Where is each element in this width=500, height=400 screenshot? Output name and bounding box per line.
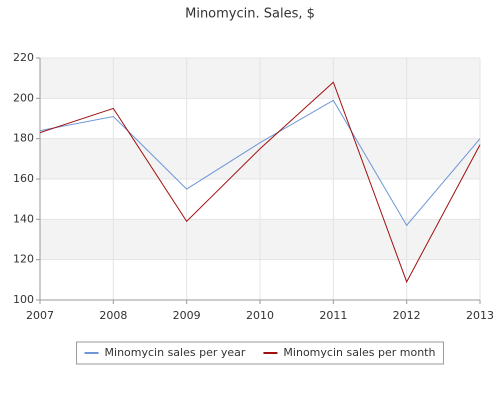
x-tick-label: 2011 [319,309,347,322]
series-line [39,99,481,227]
x-tick-label: 2012 [393,309,421,322]
y-tick-label: 120 [13,253,34,266]
y-tick-label: 200 [13,91,34,104]
y-tick-label: 160 [13,172,34,185]
x-tick-label: 2007 [26,309,54,322]
x-tick-label: 2008 [99,309,127,322]
x-tick-label: 2010 [246,309,274,322]
chart-title: Minomycin. Sales, $ [185,7,315,22]
x-tick-label: 2009 [173,309,201,322]
legend: Minomycin sales per year Minomycin sales … [76,341,444,365]
series-line [39,81,481,284]
y-tick-label: 100 [13,293,34,306]
legend-label: Minomycin sales per year [105,346,246,359]
legend-box [76,341,444,365]
y-tick-label: 180 [13,132,34,145]
y-tick-label: 140 [13,212,34,225]
y-tick-label: 220 [13,51,34,64]
legend-label: Minomycin sales per month [283,346,435,359]
x-tick-label: 2013 [466,309,494,322]
